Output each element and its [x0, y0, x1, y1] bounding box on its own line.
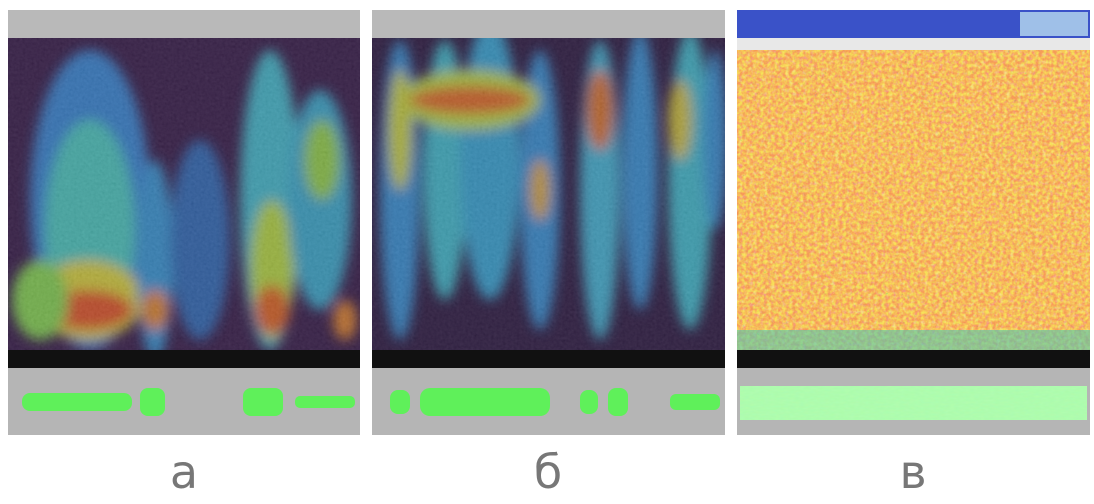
panel-label: а: [170, 445, 198, 499]
info-bar: [737, 38, 1090, 50]
header-bar: [372, 10, 725, 38]
scale-bar: [372, 350, 725, 368]
texture: [8, 38, 360, 350]
spectrogram-floor: [737, 330, 1090, 350]
waveform: [740, 386, 1087, 420]
panel-c: [737, 10, 1090, 435]
texture: [372, 38, 725, 350]
spectrogram: [737, 50, 1090, 350]
panel-a: [8, 10, 360, 435]
panel-label: б: [534, 445, 562, 499]
header-box: [1020, 12, 1088, 36]
scale-bar: [8, 350, 360, 368]
panel-label: в: [899, 445, 926, 499]
figure: а б в: [0, 0, 1094, 504]
header-bar: [8, 10, 360, 38]
scale-bar: [737, 350, 1090, 368]
panel-b: [372, 10, 727, 435]
